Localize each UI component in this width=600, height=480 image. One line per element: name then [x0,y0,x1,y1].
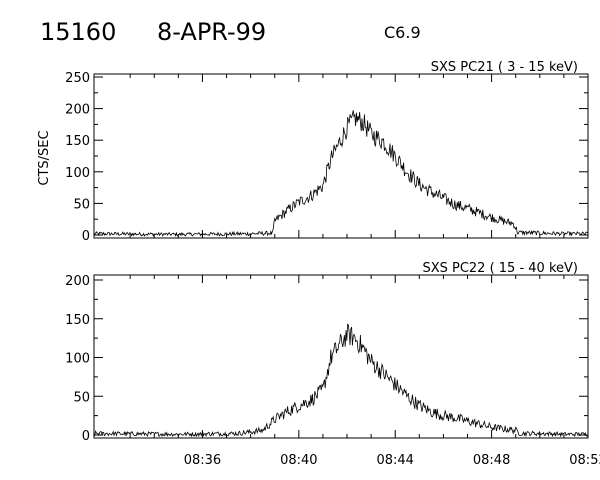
y-tick-label: 150 [65,313,90,328]
y-tick-label: 50 [73,390,90,405]
x-tick-label: 08:44 [376,453,413,468]
x-tick-label: 08:40 [280,453,317,468]
data-trace [93,110,588,237]
y-axis-label: CTS/SEC [37,130,52,185]
x-tick-label: 08:36 [184,453,221,468]
axis-ticks: 0 50 100 150 200 250 [65,71,589,244]
y-tick-label: 200 [65,103,90,118]
y-tick-label: 0 [82,429,90,444]
goes-class: C6.9 [384,23,421,42]
panel-title: SXS PC21 ( 3 - 15 keV) [431,60,578,75]
y-tick-label: 200 [65,274,90,289]
x-tick-label: 08:52 [569,453,600,468]
event-id: 15160 [40,18,116,46]
panel-title: SXS PC22 ( 15 - 40 keV) [422,261,578,276]
plot-frame [93,73,589,239]
y-tick-label: 50 [73,197,90,212]
y-tick-label: 100 [65,352,90,367]
event-date: 8-APR-99 [157,18,266,46]
panel-pc21: SXS PC21 ( 3 - 15 keV) CTS/SEC 0 50 100 150… [37,60,589,244]
y-tick-label: 150 [65,134,90,149]
data-trace [93,323,588,438]
plot-frame [93,274,589,439]
panel-pc22: SXS PC22 ( 15 - 40 keV) 0 50 100 150 200 08:3… [65,261,600,468]
x-tick-label: 08:48 [473,453,510,468]
y-tick-label: 0 [82,229,90,244]
axis-ticks: 0 50 100 150 200 08:36 08:40 08:44 08:48 08:52 [65,274,600,468]
y-tick-label: 100 [65,166,90,181]
y-tick-label: 250 [65,71,90,86]
